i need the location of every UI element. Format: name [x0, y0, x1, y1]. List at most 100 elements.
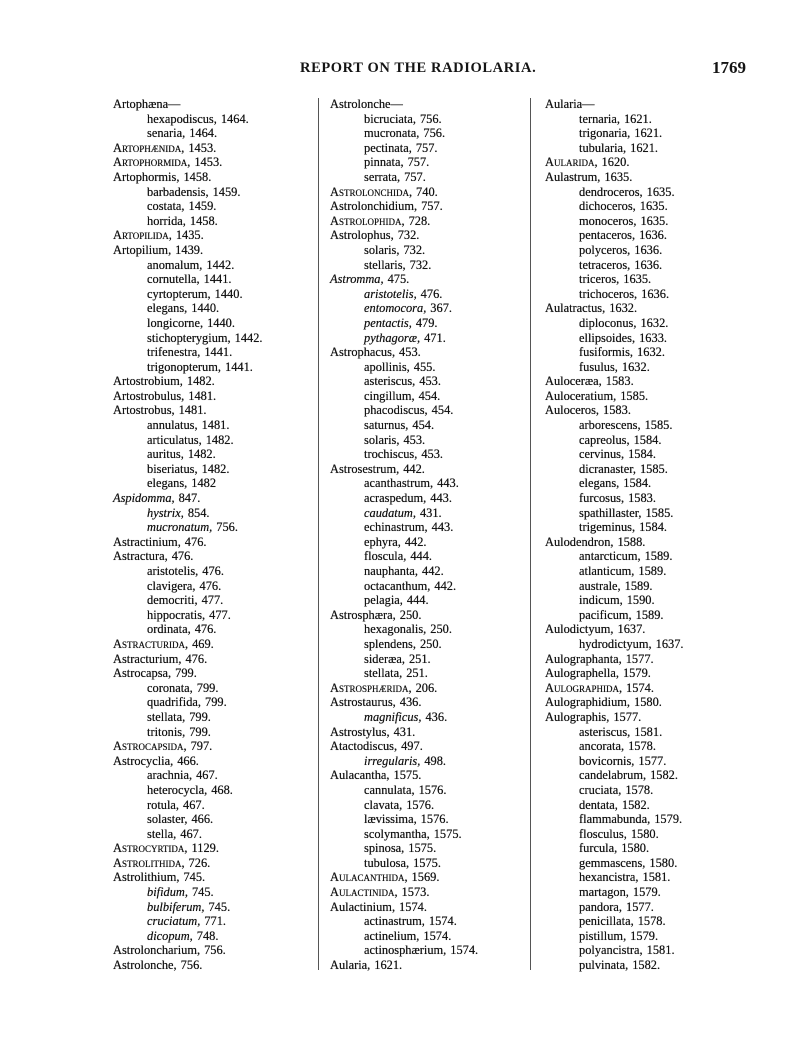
entry-name: ellipsoides,	[579, 330, 636, 345]
entry-page-ref: 476.	[171, 549, 194, 564]
index-entry-species: gemmascens, 1580.	[545, 856, 745, 871]
entry-page-ref: 444.	[406, 593, 429, 608]
entry-page-ref: 1573.	[401, 885, 430, 900]
index-entry-species: bovicornis, 1577.	[545, 754, 745, 769]
entry-page-ref: 1441.	[225, 359, 253, 374]
index-entry-species: cingillum, 454.	[330, 389, 530, 404]
page-number: 1769	[712, 58, 746, 77]
entry-page-ref: 1464.	[220, 111, 249, 126]
entry-page-ref: 756.	[423, 126, 446, 141]
entry-page-ref: 1453.	[188, 140, 217, 155]
entry-page-ref: 756.	[419, 111, 442, 126]
entry-page-ref: 1632.	[621, 359, 650, 374]
entry-page-ref: 1589.	[635, 607, 664, 622]
entry-page-ref: 468.	[211, 782, 233, 797]
index-entry-head: Aularia—	[545, 97, 745, 112]
index-entry-species-i: pentactis, 479.	[330, 316, 530, 331]
entry-page-ref: 799.	[196, 680, 219, 695]
index-entry-family: Aulographida, 1574.	[545, 681, 745, 696]
index-entry-genus: Aulastrum, 1635.	[545, 170, 745, 185]
index-entry-species: annulatus, 1481.	[113, 418, 313, 433]
entry-name: pulvinata,	[579, 958, 629, 973]
entry-page-ref: 442.	[434, 578, 457, 593]
entry-name: indicum,	[579, 593, 623, 608]
entry-name: tetraceros,	[579, 257, 631, 272]
entry-page-ref: 476.	[420, 286, 443, 301]
entry-name: elegans,	[579, 476, 620, 491]
index-entry-genus: Aulodictyum, 1637.	[545, 622, 745, 637]
index-entry-genus: Artostrobium, 1482.	[113, 374, 313, 389]
index-entry-species: anomalum, 1442.	[113, 258, 313, 273]
index-entry-species: martagon, 1579.	[545, 885, 745, 900]
entry-name: Artophænida,	[113, 140, 185, 155]
entry-name: auritus,	[147, 447, 184, 462]
index-entry-family: Astrocapsida, 797.	[113, 739, 313, 754]
entry-page-ref: 476.	[185, 651, 208, 666]
index-entry-genus: Astrolophus, 732.	[330, 228, 530, 243]
entry-name: cornutella,	[147, 272, 200, 287]
index-entry-species: hydrodictyum, 1637.	[545, 637, 745, 652]
entry-name: hystrix,	[147, 505, 184, 520]
index-entry-species: solaster, 466.	[113, 812, 313, 827]
entry-name: Aulographidium,	[545, 695, 631, 710]
entry-page-ref: 1440.	[191, 301, 220, 316]
entry-page-ref: 1589.	[638, 564, 667, 578]
entry-page-ref: 1574.	[626, 680, 654, 695]
entry-name: Aulatractus,	[545, 301, 606, 316]
index-entry-species: senaria, 1464.	[113, 126, 313, 141]
entry-name: pythagoræ,	[364, 330, 421, 345]
entry-page-ref: 1632.	[637, 345, 665, 360]
entry-page-ref: 443.	[430, 491, 452, 506]
index-entry-species: cervinus, 1584.	[545, 447, 745, 462]
entry-page-ref: 1585.	[620, 388, 649, 403]
entry-name: Auloceros,	[545, 403, 600, 418]
entry-page-ref: 1129.	[191, 841, 219, 856]
index-entry-family: Astracturida, 469.	[113, 637, 313, 652]
entry-page-ref: 1435.	[175, 228, 204, 243]
index-entry-species: dendroceros, 1635.	[545, 185, 745, 200]
entry-page-ref: 498.	[424, 753, 447, 768]
entry-page-ref: 1577.	[625, 651, 654, 666]
entry-name: ephyra,	[364, 534, 401, 549]
index-entry-species: stellata, 251.	[330, 666, 530, 681]
entry-page-ref: 1458.	[189, 213, 218, 228]
index-entry-genus: Astrosphæra, 250.	[330, 608, 530, 623]
entry-name: stellata,	[147, 709, 186, 724]
entry-name: Auloceræa,	[545, 374, 602, 389]
entry-page-ref: 745.	[191, 885, 214, 900]
entry-page-ref: 1584.	[633, 432, 662, 447]
entry-page-ref: 756.	[204, 943, 226, 958]
index-entry-genus: Astroloncharium, 756.	[113, 943, 313, 958]
index-entry-genus-i: Aspidomma, 847.	[113, 491, 313, 506]
index-entry-species: acanthastrum, 443.	[330, 476, 530, 491]
entry-name: acraspedum,	[364, 491, 427, 506]
entry-name: mucronata,	[364, 126, 420, 141]
entry-name: trochiscus,	[364, 447, 418, 462]
entry-name: Aulacantha,	[330, 768, 390, 783]
entry-page-ref: 1576.	[406, 797, 435, 812]
entry-page-ref: 1575.	[393, 768, 422, 783]
entry-page-ref: 1576.	[418, 782, 447, 797]
entry-page-ref: 1585.	[639, 461, 668, 476]
entry-name: Aulographida,	[545, 680, 623, 695]
entry-page-ref: 1442.	[234, 330, 263, 345]
entry-page-ref: 732.	[409, 257, 432, 272]
entry-page-ref: 466.	[177, 753, 199, 768]
index-entry-genus: Astrolonche, 756.	[113, 958, 313, 973]
entry-name: dendroceros,	[579, 184, 643, 199]
entry-page-ref: 454.	[418, 388, 441, 403]
index-entry-species: australe, 1589.	[545, 579, 745, 594]
entry-page-ref: 453.	[421, 447, 444, 462]
index-entry-species: monoceros, 1635.	[545, 214, 745, 229]
entry-name: australe,	[579, 578, 621, 593]
index-entry-species: tritonis, 799.	[113, 725, 313, 740]
entry-page-ref: 847.	[178, 491, 201, 506]
entry-name: annulatus,	[147, 418, 198, 433]
entry-name: pandora,	[579, 899, 623, 914]
index-entry-genus: Astrolonchidium, 757.	[330, 199, 530, 214]
index-entry-species: bicruciata, 756.	[330, 112, 530, 127]
entry-name: solaris,	[364, 432, 400, 447]
entry-name: hexancistra,	[579, 870, 639, 885]
entry-name: Astrolonchidium,	[330, 199, 418, 214]
index-entry-species-i: dicopum, 748.	[113, 929, 313, 944]
